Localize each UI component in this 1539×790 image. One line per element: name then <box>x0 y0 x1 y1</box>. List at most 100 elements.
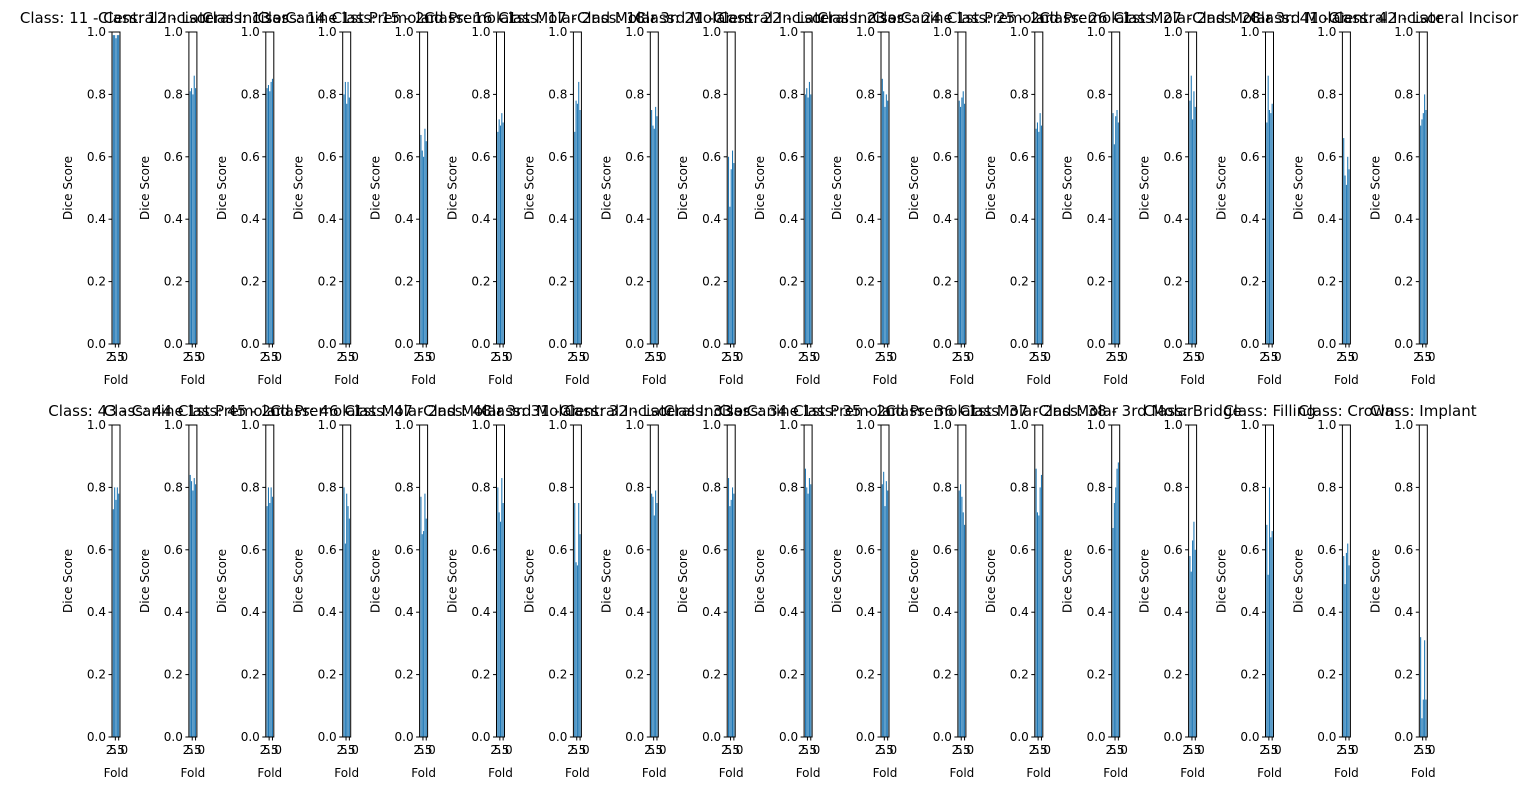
bar <box>420 134 422 344</box>
axes-frame <box>1034 424 1044 738</box>
subplot-title: Class: 18 - 3rd Molar <box>577 9 733 27</box>
bar <box>1192 119 1194 344</box>
bar <box>1189 100 1191 344</box>
bar <box>1421 718 1423 737</box>
y-tick-label: 1.0 <box>164 418 183 432</box>
bar <box>653 515 655 737</box>
y-tick-label: 1.0 <box>1087 418 1106 432</box>
subplot-title: Class: 41 - Central Incisor <box>1250 9 1443 27</box>
bar <box>578 503 580 737</box>
subplot-title: Class: 42 - Lateral Incisor <box>1328 9 1519 27</box>
y-tick-label: 0.6 <box>779 150 798 164</box>
y-axis-label: Dice Score <box>1138 549 1152 613</box>
bar <box>807 97 809 345</box>
bar <box>271 496 273 737</box>
axes-frame <box>1341 31 1351 345</box>
y-tick-label: 0.4 <box>779 212 798 226</box>
x-tick-label: 5.0 <box>1263 743 1282 757</box>
axes-frame <box>496 31 505 345</box>
bar <box>810 484 812 737</box>
y-tick-label: 0.2 <box>1010 668 1029 682</box>
subplot-title: Class: 13 - Canine <box>202 9 337 27</box>
y-tick-label: 0.0 <box>471 337 490 351</box>
x-tick-label: 5.0 <box>1032 743 1051 757</box>
y-tick-label: 0.6 <box>779 543 798 557</box>
y-tick-label: 0.6 <box>1317 150 1336 164</box>
y-tick-label: 0.6 <box>856 543 875 557</box>
x-axis-label: Fold <box>950 766 975 780</box>
bar <box>728 478 730 737</box>
y-tick-label: 0.6 <box>1240 150 1259 164</box>
x-tick-label: 5.0 <box>186 743 205 757</box>
bar <box>579 534 581 737</box>
y-axis-label: Dice Score <box>830 156 844 220</box>
x-axis-label: Fold <box>181 766 206 780</box>
y-tick-label: 1.0 <box>1010 418 1029 432</box>
x-tick-label: 2.5 <box>490 743 509 757</box>
bar <box>808 478 810 737</box>
y-tick-label: 0.4 <box>1087 212 1106 226</box>
y-tick-label: 0.0 <box>87 730 106 744</box>
bar <box>1039 487 1041 737</box>
axes-frame <box>419 31 429 345</box>
bar <box>806 88 808 344</box>
y-tick-label: 1.0 <box>1240 418 1259 432</box>
y-tick-label: 1.0 <box>1317 418 1336 432</box>
subplot-panels: 0.0 0.2 0.4 0.6 0.8 1.0 2.5 5.0 Fold Dice Score Cl… <box>20 9 1519 780</box>
x-tick-label: 5.0 <box>417 743 436 757</box>
bar <box>112 35 114 345</box>
y-axis-label: Dice Score <box>830 549 844 613</box>
y-tick-label: 0.0 <box>395 730 414 744</box>
axes-frame <box>188 31 198 345</box>
bar <box>881 484 883 737</box>
y-tick-label: 0.4 <box>87 605 106 619</box>
y-tick-label: 0.4 <box>933 605 952 619</box>
subplot-title: Class: 17 - 2nd Molar <box>498 9 657 27</box>
x-tick-label: 2.5 <box>1105 743 1124 757</box>
subplot-title: Class: 25 - 2nd Premolar <box>947 9 1132 27</box>
y-tick-label: 0.2 <box>1317 275 1336 289</box>
bar <box>1194 106 1196 344</box>
bar <box>271 78 273 345</box>
axes-frame <box>880 424 890 738</box>
bar <box>425 141 427 344</box>
y-tick-label: 0.4 <box>1164 212 1183 226</box>
subplot-title: Class: 21 - Central Incisor <box>635 9 828 27</box>
y-tick-label: 0.2 <box>779 275 798 289</box>
x-tick-label: 5.0 <box>724 743 743 757</box>
y-tick-label: 0.8 <box>779 87 798 101</box>
y-tick-label: 0.6 <box>471 150 490 164</box>
y-axis-label: Dice Score <box>984 156 998 220</box>
bar <box>195 484 197 737</box>
bar <box>114 35 116 345</box>
x-tick-label: 2.5 <box>1336 743 1355 757</box>
bar <box>499 125 502 344</box>
axes-frame <box>726 424 736 738</box>
subplot-title: Class: 46 - 1st Molar <box>270 402 424 420</box>
bar <box>1345 552 1347 737</box>
y-axis-label: Dice Score <box>1368 156 1382 220</box>
y-tick-label: 0.8 <box>933 480 952 494</box>
y-tick-label: 0.8 <box>1164 87 1183 101</box>
subplot-title: Class: 27 - 2nd Molar <box>1113 9 1272 27</box>
axes-frame <box>803 424 813 738</box>
y-tick-label: 0.6 <box>548 150 567 164</box>
bar <box>193 75 195 345</box>
x-tick-label: 5.0 <box>1186 743 1205 757</box>
y-tick-label: 0.2 <box>395 668 414 682</box>
y-tick-label: 0.0 <box>1240 730 1259 744</box>
y-tick-label: 0.2 <box>856 275 875 289</box>
bar <box>887 490 889 737</box>
x-tick-label: 2.5 <box>952 350 971 364</box>
bar <box>730 499 732 737</box>
x-tick-label: 2.5 <box>260 743 279 757</box>
x-axis-label: Fold <box>411 373 436 387</box>
bar <box>1267 574 1269 737</box>
bar <box>115 499 117 737</box>
y-tick-label: 0.0 <box>702 337 721 351</box>
subplot-title: Class: 32 - Lateral Incisor <box>559 402 750 420</box>
subplot-title: Class: 43 - Canine <box>48 402 183 420</box>
